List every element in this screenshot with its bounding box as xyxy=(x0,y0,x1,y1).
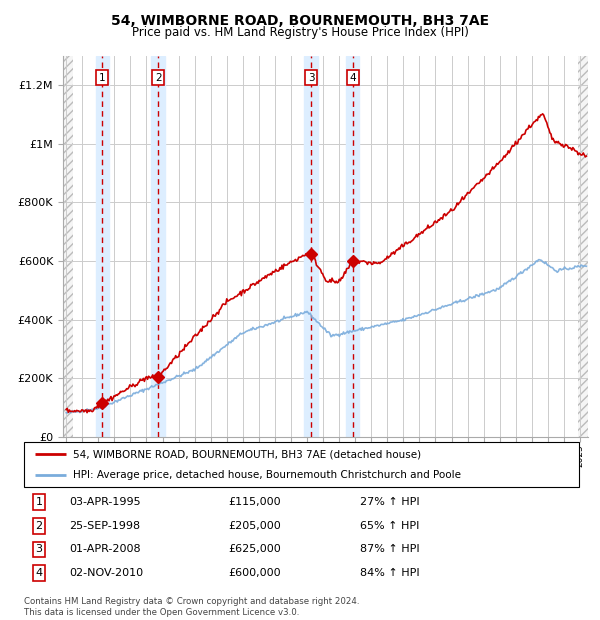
Text: 2: 2 xyxy=(155,73,161,83)
Text: £205,000: £205,000 xyxy=(228,521,281,531)
Bar xyxy=(63,56,73,437)
Bar xyxy=(151,56,165,437)
Text: 02-NOV-2010: 02-NOV-2010 xyxy=(69,568,143,578)
Bar xyxy=(346,56,359,437)
Text: 2: 2 xyxy=(35,521,43,531)
Bar xyxy=(304,56,318,437)
Text: 03-APR-1995: 03-APR-1995 xyxy=(69,497,140,507)
Text: 25-SEP-1998: 25-SEP-1998 xyxy=(69,521,140,531)
Text: 01-APR-2008: 01-APR-2008 xyxy=(69,544,140,554)
Bar xyxy=(578,56,588,437)
Text: 3: 3 xyxy=(35,544,43,554)
Text: 27% ↑ HPI: 27% ↑ HPI xyxy=(360,497,419,507)
Bar xyxy=(95,56,109,437)
Text: 1: 1 xyxy=(35,497,43,507)
Text: 84% ↑ HPI: 84% ↑ HPI xyxy=(360,568,419,578)
Text: 54, WIMBORNE ROAD, BOURNEMOUTH, BH3 7AE (detached house): 54, WIMBORNE ROAD, BOURNEMOUTH, BH3 7AE … xyxy=(73,449,421,459)
Text: HPI: Average price, detached house, Bournemouth Christchurch and Poole: HPI: Average price, detached house, Bour… xyxy=(73,469,461,480)
Text: 54, WIMBORNE ROAD, BOURNEMOUTH, BH3 7AE: 54, WIMBORNE ROAD, BOURNEMOUTH, BH3 7AE xyxy=(111,14,489,28)
Text: 3: 3 xyxy=(308,73,314,83)
Text: Contains HM Land Registry data © Crown copyright and database right 2024.
This d: Contains HM Land Registry data © Crown c… xyxy=(24,598,359,617)
Text: 1: 1 xyxy=(99,73,106,83)
Text: 4: 4 xyxy=(349,73,356,83)
Text: Price paid vs. HM Land Registry's House Price Index (HPI): Price paid vs. HM Land Registry's House … xyxy=(131,26,469,39)
Text: 87% ↑ HPI: 87% ↑ HPI xyxy=(360,544,419,554)
Text: 65% ↑ HPI: 65% ↑ HPI xyxy=(360,521,419,531)
FancyBboxPatch shape xyxy=(24,442,579,487)
Text: £600,000: £600,000 xyxy=(228,568,281,578)
Text: £115,000: £115,000 xyxy=(228,497,281,507)
Text: 4: 4 xyxy=(35,568,43,578)
Text: £625,000: £625,000 xyxy=(228,544,281,554)
